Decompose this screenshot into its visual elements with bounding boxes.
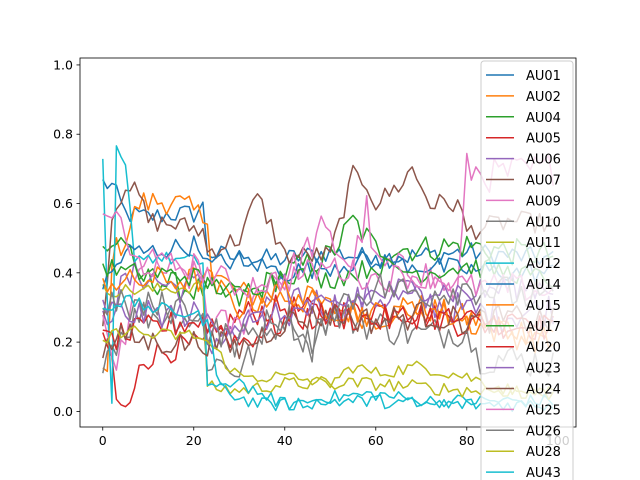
series-layer — [102, 145, 554, 412]
series-line-au24 — [102, 301, 554, 360]
legend-label: AU15 — [526, 299, 561, 314]
legend-label: AU26 — [526, 424, 561, 439]
series-line-au05 — [102, 294, 554, 408]
x-tick-label: 20 — [186, 433, 202, 448]
x-tick-label: 0 — [99, 433, 107, 448]
series-line-au25 — [102, 210, 554, 301]
legend-label: AU25 — [526, 403, 561, 418]
series-line-au43 — [102, 294, 554, 412]
legend-label: AU04 — [526, 111, 561, 126]
legend-label: AU28 — [526, 445, 561, 460]
legend-label: AU02 — [526, 90, 561, 105]
legend-label: AU12 — [526, 257, 561, 272]
legend-label: AU06 — [526, 153, 561, 168]
y-tick-label: 0.0 — [53, 404, 73, 419]
legend-label: AU11 — [526, 236, 561, 251]
legend-label: AU23 — [526, 362, 561, 377]
y-tick-label: 0.8 — [53, 127, 73, 142]
series-line-au07 — [102, 164, 554, 327]
series-line-au17 — [102, 257, 554, 296]
legend-box — [480, 60, 574, 480]
series-line-au26 — [102, 273, 554, 363]
legend-label: AU10 — [526, 215, 561, 230]
legend-label: AU01 — [526, 69, 561, 84]
legend-label: AU05 — [526, 132, 561, 147]
y-axis: 0.0 0.2 0.4 0.6 0.8 1.0 — [53, 57, 80, 419]
legend-label: AU07 — [526, 174, 561, 189]
legend-label: AU17 — [526, 320, 561, 335]
series-line-au28 — [102, 325, 554, 401]
x-tick-label: 80 — [459, 433, 475, 448]
legend-label: AU24 — [526, 383, 561, 398]
x-tick-label: 60 — [368, 433, 384, 448]
series-line-au11 — [102, 280, 554, 399]
axes-frame — [79, 57, 577, 428]
y-tick-label: 0.6 — [53, 196, 73, 211]
legend-label: AU14 — [526, 278, 561, 293]
y-tick-label: 0.4 — [53, 265, 73, 280]
series-line-au01 — [102, 179, 554, 269]
legend-label: AU09 — [526, 194, 561, 209]
legend-label: AU43 — [526, 466, 561, 480]
x-tick-label: 40 — [277, 433, 293, 448]
series-line-au09 — [102, 152, 554, 371]
legend: AU01 AU02 AU04 AU05 AU06 AU07 AU09 AU10 AU11 AU12… — [480, 60, 574, 480]
y-tick-label: 1.0 — [53, 57, 73, 72]
legend-label: AU20 — [526, 341, 561, 356]
y-tick-label: 0.2 — [53, 335, 73, 350]
